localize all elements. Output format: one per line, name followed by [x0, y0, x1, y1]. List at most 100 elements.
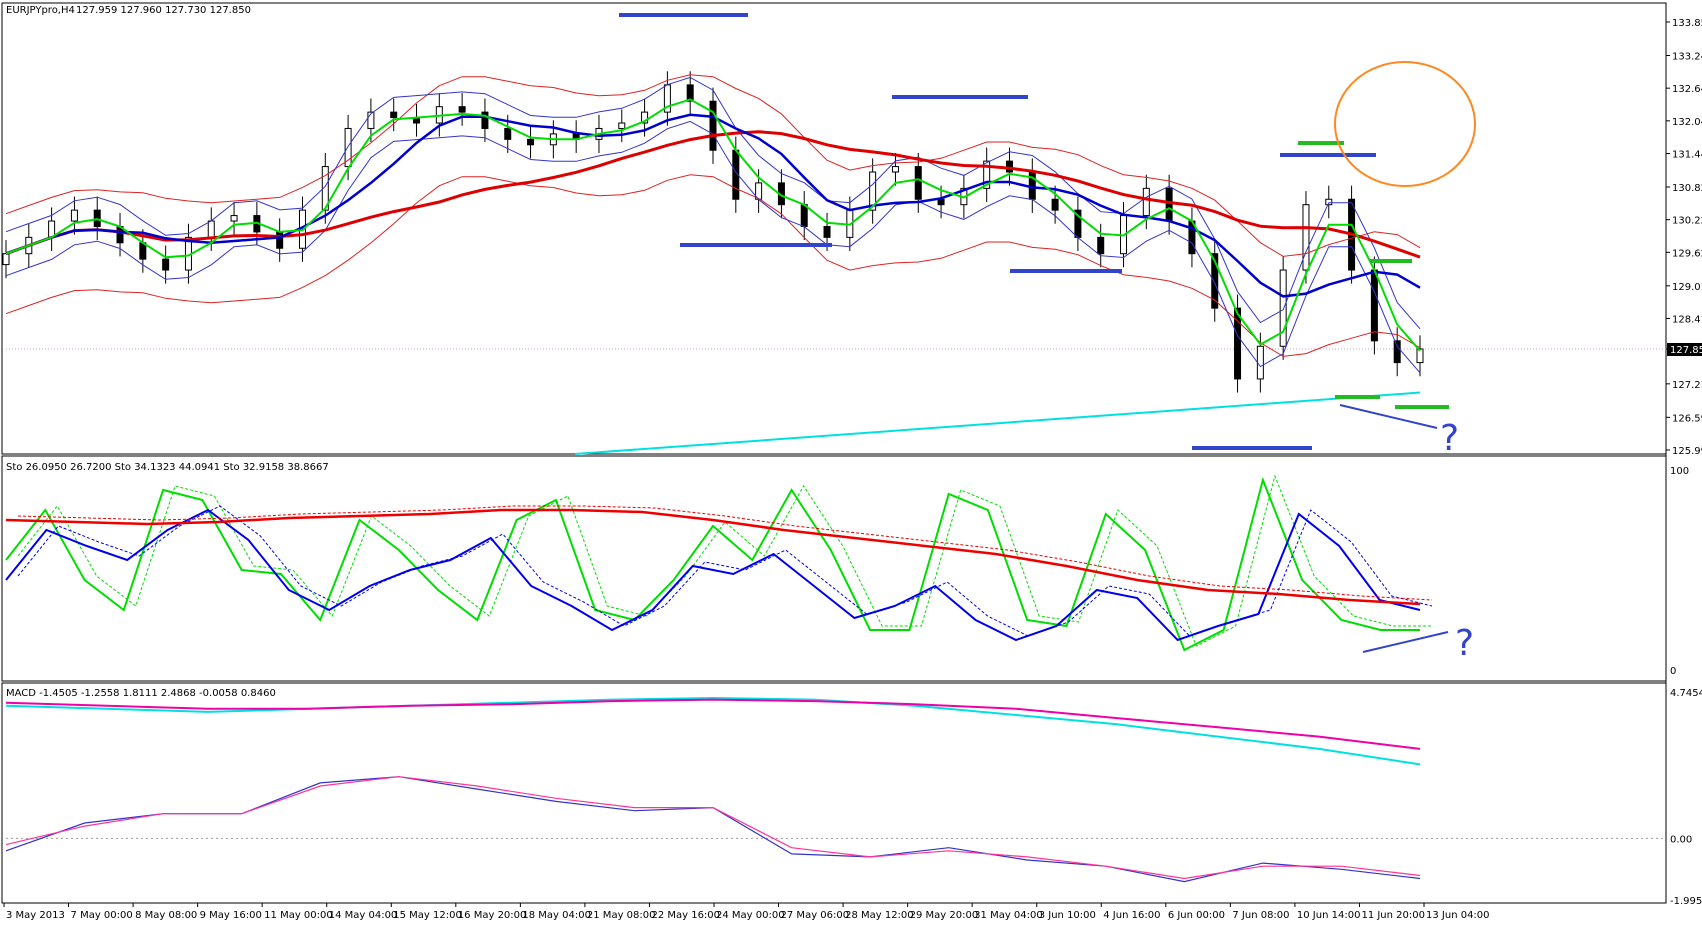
candle-body: [823, 225, 831, 238]
stochastic-panel-frame: [1, 455, 1667, 682]
stochastic-signal-line: [17, 474, 1432, 647]
question-mark-annotation: ?: [1455, 623, 1474, 664]
time-tick-label: 13 Jun 04:00: [1426, 910, 1490, 921]
stochastic-panel: 100 0: [5, 466, 1689, 677]
candle-body: [937, 198, 945, 206]
price-tick-label: 125.995: [1672, 446, 1702, 457]
time-tick-label: 3 Jun 10:00: [1039, 910, 1096, 921]
price-tick-label: 127.210: [1672, 380, 1702, 391]
candle-body: [1142, 187, 1150, 217]
moving-average-very-long: [574, 391, 1421, 455]
price-tick-label: 132.040: [1672, 117, 1702, 128]
candle-body: [1051, 198, 1059, 211]
candle-body: [504, 127, 512, 140]
macd-series-line: [5, 776, 1421, 880]
time-tick-label: 11 Jun 20:00: [1361, 910, 1425, 921]
instrument-label: EURJPYpro,H4: [6, 5, 75, 16]
candle-body: [983, 160, 991, 189]
candle-body: [207, 220, 215, 238]
time-tick-label: 11 May 00:00: [264, 910, 333, 921]
candle-body: [2, 253, 10, 266]
time-tick-label: 29 May 20:00: [910, 910, 979, 921]
divergence-line: [1362, 631, 1449, 653]
annotations: ??: [619, 13, 1476, 664]
bollinger-upper-wide: [5, 74, 1421, 257]
time-tick-label: 16 May 20:00: [458, 910, 527, 921]
time-tick-label: 21 May 08:00: [587, 910, 656, 921]
candle-body: [367, 111, 375, 129]
macd-tick-label: 0.00: [1670, 834, 1692, 845]
candle-body: [1211, 253, 1219, 309]
candle-body: [618, 122, 626, 129]
price-tick-label: 129.625: [1672, 248, 1702, 259]
candle-body: [321, 166, 329, 211]
candle-body: [891, 166, 899, 173]
stochastic-label: Sto 26.0950 26.7200 Sto 34.1323 44.0941 …: [6, 462, 329, 473]
price-tick-label: 129.010: [1672, 282, 1702, 293]
moving-average-short: [5, 98, 1421, 352]
price-tick-label: 130.825: [1672, 183, 1702, 194]
macd-tick-label: 4.7454: [1670, 688, 1702, 699]
price-tick-label: 126.595: [1672, 413, 1702, 424]
current-price-badge: [1667, 343, 1702, 356]
candle-body: [1393, 340, 1401, 364]
time-tick-label: 14 May 04:00: [329, 910, 398, 921]
candle-body: [458, 106, 466, 113]
price-tick-label: 132.640: [1672, 84, 1702, 95]
stochastic-signal-line: [17, 505, 1433, 637]
candle-body: [527, 138, 535, 146]
candle-body: [1370, 269, 1378, 342]
candle-body: [1256, 345, 1264, 380]
time-tick-label: 15 May 12:00: [393, 910, 462, 921]
divergence-line: [1339, 404, 1438, 429]
bollinger-upper: [5, 76, 1421, 330]
time-tick-label: 7 May 00:00: [71, 910, 133, 921]
time-tick-label: 6 Jun 00:00: [1168, 910, 1225, 921]
stochastic-series-line: [5, 476, 1420, 652]
time-tick-label: 22 May 16:00: [651, 910, 720, 921]
macd-panel-frame: [1, 682, 1667, 904]
stochastic-series-line: [5, 508, 1421, 606]
time-tick-label: 27 May 06:00: [781, 910, 850, 921]
macd-series-line: [5, 776, 1421, 883]
candle-body: [230, 215, 238, 222]
candle-body: [800, 204, 808, 227]
time-tick-label: 31 May 04:00: [974, 910, 1043, 921]
time-tick-label: 24 May 00:00: [716, 910, 785, 921]
moving-average-long: [5, 130, 1421, 259]
stochastic-tick-label: 100: [1670, 466, 1689, 477]
price-panel: 133.855 133.240 132.640 132.040 131.440 130.8…: [2, 18, 1702, 457]
stochastic-signal-line: [17, 505, 1433, 601]
macd-series-line: [5, 698, 1421, 750]
time-tick-label: 18 May 04:00: [522, 910, 591, 921]
question-mark-annotation: ?: [1440, 418, 1459, 459]
macd-series-line: [5, 696, 1421, 766]
highlight-circle: [1334, 61, 1476, 187]
candle-body: [1416, 348, 1424, 364]
candle-body: [70, 209, 78, 222]
price-tick-label: 130.225: [1672, 216, 1702, 227]
candle-body: [1302, 204, 1310, 271]
price-tick-label: 128.410: [1672, 314, 1702, 325]
time-tick-label: 9 May 16:00: [200, 910, 262, 921]
candle-body: [1097, 236, 1105, 255]
candle-body: [390, 111, 398, 119]
candle-body: [1325, 198, 1333, 206]
candle-body: [709, 100, 717, 151]
stochastic-tick-label: 0: [1670, 666, 1676, 677]
time-tick-label: 10 Jun 14:00: [1297, 910, 1361, 921]
price-tick-label: 131.440: [1672, 150, 1702, 161]
candle-body: [1165, 187, 1173, 222]
time-tick-label: 3 May 2013: [6, 910, 65, 921]
candle-body: [1234, 307, 1242, 380]
price-tick-label: 133.855: [1672, 18, 1702, 29]
stochastic-series-line: [5, 508, 1421, 642]
candle-body: [641, 111, 649, 124]
candle-body: [869, 171, 877, 211]
macd-tick-label: -1.9952: [1670, 896, 1702, 907]
bollinger-lower-wide: [5, 174, 1421, 357]
candle-body: [1279, 269, 1287, 347]
time-axis: 3 May 2013 7 May 00:00 8 May 08:00 9 May 16…: [3, 903, 1490, 921]
current-price-label: 127.850: [1670, 345, 1702, 356]
